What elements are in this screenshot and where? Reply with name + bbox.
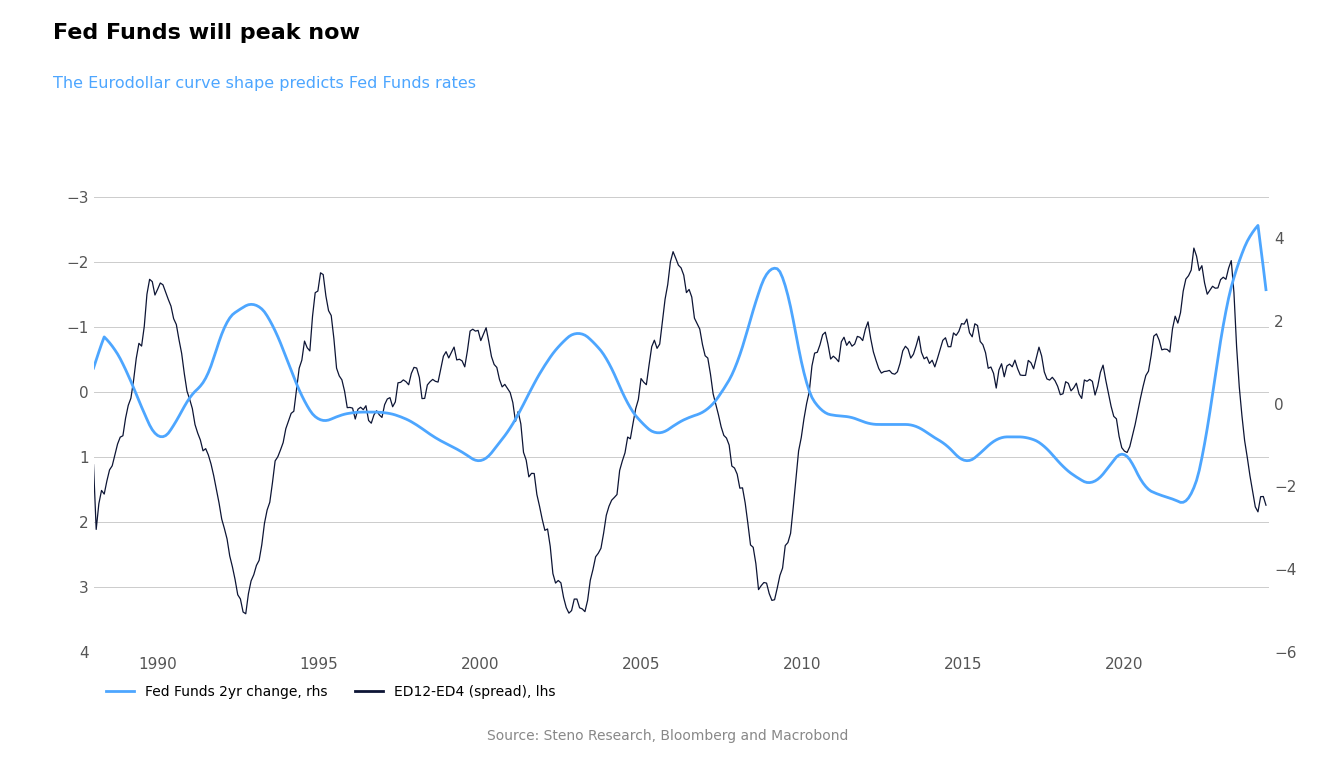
Text: Source: Steno Research, Bloomberg and Macrobond: Source: Steno Research, Bloomberg and Ma… xyxy=(488,729,848,743)
Text: The Eurodollar curve shape predicts Fed Funds rates: The Eurodollar curve shape predicts Fed … xyxy=(53,76,477,91)
Text: Fed Funds will peak now: Fed Funds will peak now xyxy=(53,23,361,42)
Legend: Fed Funds 2yr change, rhs, ED12-ED4 (spread), lhs: Fed Funds 2yr change, rhs, ED12-ED4 (spr… xyxy=(100,679,561,704)
